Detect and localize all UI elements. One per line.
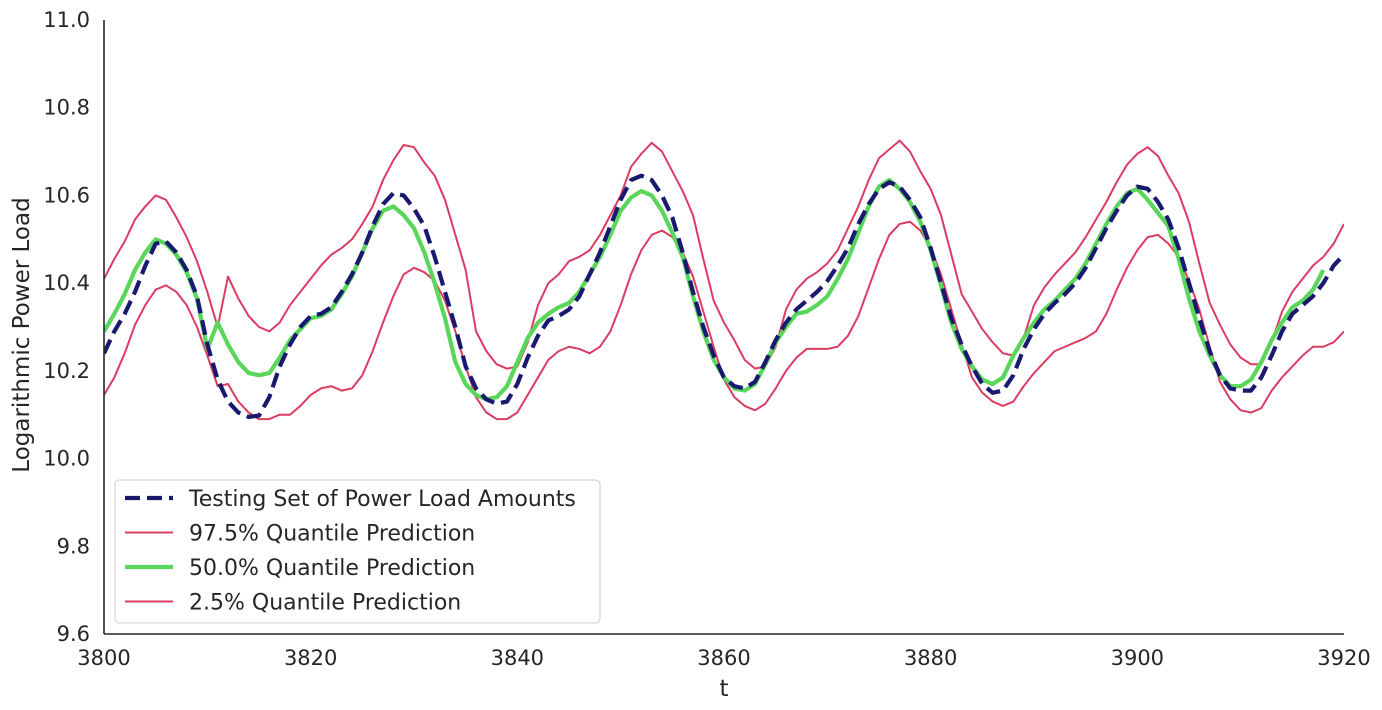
y-tick-label: 10.0 [43, 447, 90, 471]
y-tick-label: 10.4 [43, 271, 90, 295]
x-axis-title: t [719, 676, 728, 702]
x-tick-label: 3800 [77, 646, 130, 670]
y-tick-label: 9.8 [57, 534, 90, 558]
x-tick-label: 3840 [491, 646, 544, 670]
legend-label: 97.5% Quantile Prediction [189, 522, 475, 547]
legend-label: 2.5% Quantile Prediction [189, 591, 461, 616]
x-tick-label: 3860 [697, 646, 750, 670]
y-tick-label: 11.0 [43, 8, 90, 32]
axes [103, 20, 1344, 635]
x-tick-label: 3920 [1317, 646, 1370, 670]
y-tick-label: 10.2 [43, 359, 90, 383]
series-line-1 [104, 139, 1344, 370]
x-tick-label: 3900 [1111, 646, 1164, 670]
series-line-2 [104, 177, 1326, 402]
x-tick-label: 3820 [284, 646, 337, 670]
y-tick-label: 10.6 [43, 183, 90, 207]
y-tick-label: 10.8 [43, 96, 90, 120]
legend: Testing Set of Power Load Amounts 97.5% Q… [114, 479, 601, 624]
legend-label: Testing Set of Power Load Amounts [188, 487, 576, 512]
x-tick-labels: 3800 3820 3840 3860 3880 3900 3920 [77, 646, 1370, 670]
y-axis-title: Logarithmic Power Load [9, 197, 35, 472]
y-tick-label: 9.6 [57, 622, 90, 646]
legend-box [114, 479, 601, 624]
series-layer [104, 139, 1344, 421]
series-line-0 [104, 173, 1344, 420]
y-tick-labels: 9.6 9.8 10.0 10.2 10.4 10.6 10.8 11.0 [43, 8, 90, 646]
x-tick-label: 3880 [904, 646, 957, 670]
legend-label: 50.0% Quantile Prediction [189, 556, 475, 581]
